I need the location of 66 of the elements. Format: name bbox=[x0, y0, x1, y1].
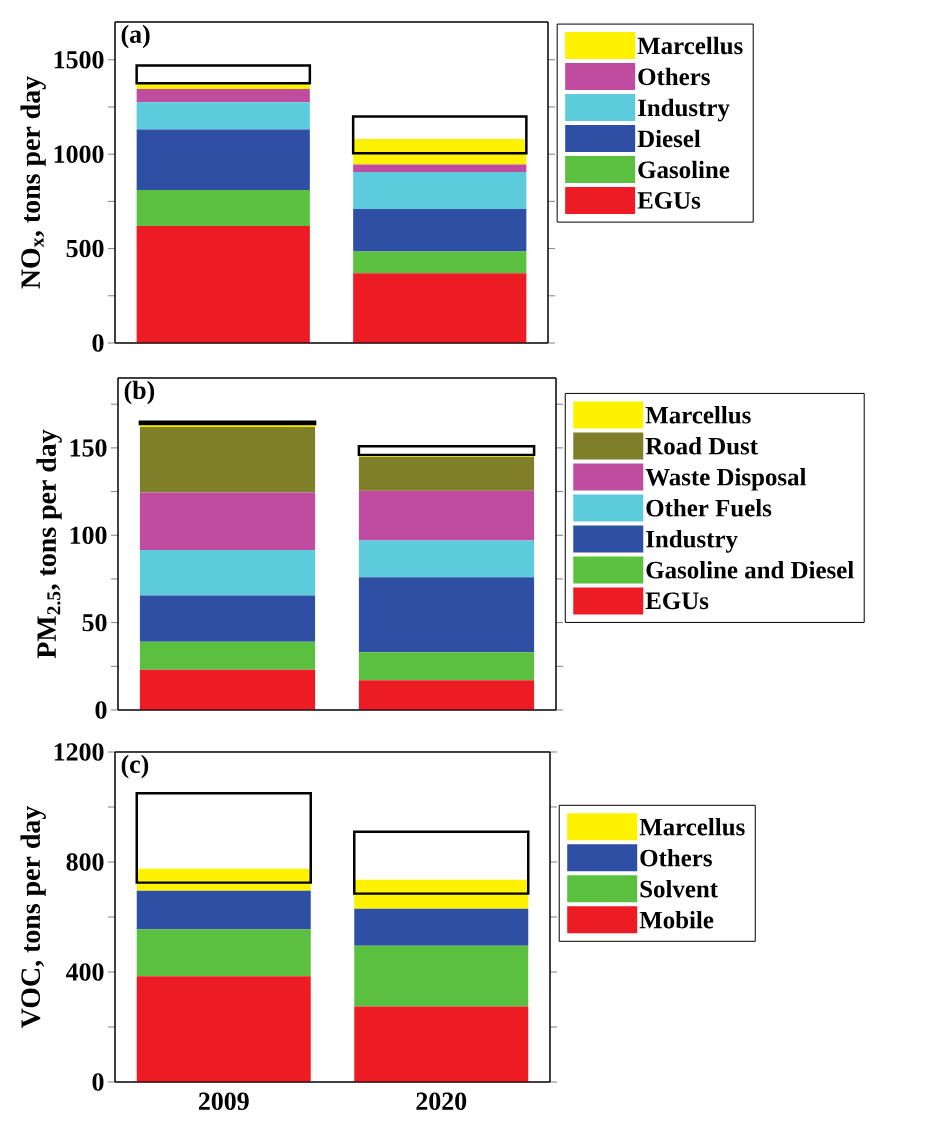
y-tick-label: 1500 bbox=[54, 51, 104, 69]
bar bbox=[354, 1006, 529, 1082]
legend-label: Gasoline and Diesel bbox=[646, 561, 854, 579]
annotation: (b) bbox=[124, 380, 155, 405]
legend-label: Marcellus bbox=[645, 406, 751, 424]
bar bbox=[353, 251, 527, 274]
bar bbox=[136, 89, 310, 103]
x-tick-label: 2009 bbox=[198, 1092, 249, 1110]
y-axis-title: PM$_{2.5}$, tons per day bbox=[36, 429, 62, 659]
y-tick-label: 150 bbox=[70, 439, 107, 457]
bar bbox=[136, 976, 311, 1082]
y-tick-label: 100 bbox=[70, 526, 107, 544]
annotation: (c) bbox=[121, 754, 149, 779]
legend-label: Mobile bbox=[639, 910, 714, 929]
y-tick-label: 50 bbox=[82, 613, 107, 632]
legend-label: Solvent bbox=[640, 879, 718, 898]
legend-label: Diesel bbox=[637, 129, 701, 148]
y-tick-label: 0 bbox=[92, 334, 104, 352]
y-tick-label: 0 bbox=[92, 1073, 104, 1091]
bar bbox=[353, 139, 527, 165]
bar bbox=[136, 929, 311, 977]
y-tick-label: 500 bbox=[66, 239, 104, 258]
bar bbox=[139, 492, 316, 551]
legend-label: Industry bbox=[638, 98, 730, 122]
y-tick-label: 0 bbox=[95, 701, 107, 719]
bar bbox=[353, 164, 527, 173]
legend-label: Marcellus bbox=[639, 817, 745, 836]
bar bbox=[136, 225, 310, 343]
bar bbox=[139, 669, 316, 710]
bar bbox=[136, 102, 310, 130]
bar bbox=[358, 456, 535, 491]
bar bbox=[358, 577, 535, 653]
bar bbox=[354, 908, 529, 946]
y-axis-title: NO$_{x}$, tons per day bbox=[20, 76, 46, 289]
bar bbox=[136, 190, 310, 226]
bar bbox=[136, 129, 310, 191]
legend-label: EGUs bbox=[645, 592, 709, 610]
annotation: (a) bbox=[121, 24, 150, 49]
bar bbox=[136, 890, 311, 930]
bar bbox=[358, 652, 535, 681]
bar bbox=[358, 680, 535, 710]
legend-label: Gasoline bbox=[638, 160, 730, 179]
bar bbox=[353, 172, 527, 209]
legend-label: Waste Disposal bbox=[645, 468, 807, 491]
y-tick-label: 800 bbox=[66, 853, 104, 871]
legend-label: Others bbox=[638, 67, 710, 86]
bar bbox=[139, 641, 316, 670]
legend-label: Others bbox=[640, 848, 712, 867]
legend-label: Industry bbox=[646, 530, 738, 553]
y-tick-label: 1200 bbox=[54, 743, 104, 761]
y-tick-label: 1000 bbox=[54, 145, 104, 163]
bar bbox=[139, 595, 316, 642]
x-tick-label: 2020 bbox=[416, 1092, 467, 1110]
legend-label: Other Fuels bbox=[646, 499, 772, 517]
bar bbox=[139, 550, 316, 596]
bar bbox=[354, 945, 529, 1007]
bar bbox=[353, 208, 527, 252]
bar bbox=[139, 426, 316, 493]
bar bbox=[353, 273, 527, 343]
y-axis-title: VOC, tons per day bbox=[20, 806, 46, 1028]
legend-label: Marcellus bbox=[637, 36, 743, 55]
bar bbox=[358, 540, 535, 578]
legend-label: EGUs bbox=[637, 192, 701, 209]
y-tick-label: 400 bbox=[65, 963, 104, 981]
legend-label: Road Dust bbox=[645, 437, 758, 455]
bar bbox=[358, 490, 535, 541]
